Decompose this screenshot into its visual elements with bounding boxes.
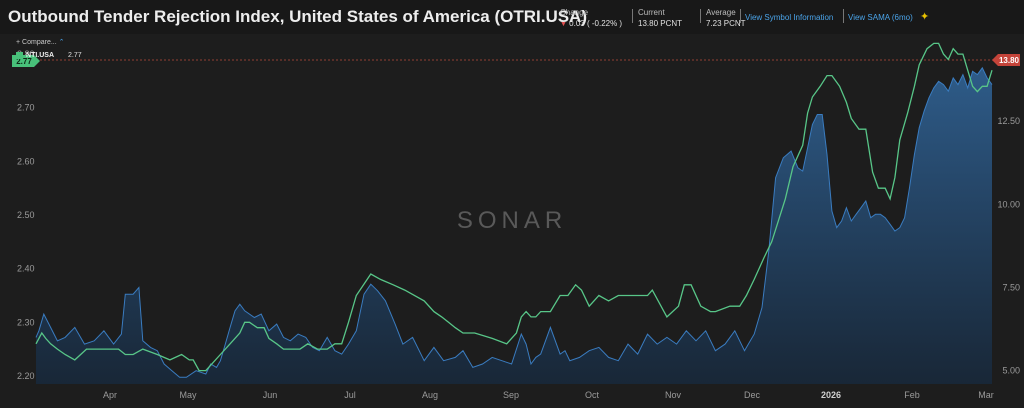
- x-tick-label: Oct: [585, 390, 600, 400]
- left-tick-label: 2.40: [17, 264, 35, 274]
- x-tick-label: May: [179, 390, 197, 400]
- x-tick-label: Apr: [103, 390, 117, 400]
- x-tick-label: Jul: [344, 390, 356, 400]
- x-tick-label: Mar: [978, 390, 994, 400]
- right-value-badge: 13.80: [992, 54, 1020, 66]
- compare-label: Compare...: [22, 39, 57, 46]
- favorite-icon[interactable]: ✦: [920, 11, 930, 23]
- header-divider: [740, 9, 741, 23]
- right-tick-label: 12.50: [997, 116, 1020, 126]
- x-tick-label: Feb: [904, 390, 920, 400]
- view-symbol-information-link[interactable]: View Symbol Information: [745, 13, 834, 22]
- left-tick-label: 2.80: [17, 49, 35, 59]
- left-tick-label: 2.30: [17, 317, 35, 327]
- header-divider: [700, 9, 701, 23]
- average-stat: Average 7.23 PCNT: [706, 7, 746, 29]
- x-tick-label: Jun: [263, 390, 278, 400]
- x-tick-label: 2026: [821, 390, 841, 400]
- otri-area: [36, 67, 992, 385]
- change-value: 0.03 ( -0.22% ): [569, 19, 623, 28]
- current-label: Current: [638, 8, 665, 17]
- sonar-watermark: SONAR: [457, 207, 567, 234]
- x-axis: Apr May Jun Jul Aug Sep Oct Nov Dec 2026 Feb Mar: [103, 390, 994, 400]
- right-tick-label: 10.00: [997, 199, 1020, 209]
- legend-series-name: NTI.USA: [26, 52, 54, 59]
- chart-plot: SONAR 2.80 2.70 2.60 2.50 2.40 2.30 2.20 12.50…: [12, 42, 1020, 400]
- otri-line: [35, 66, 993, 378]
- current-value: 13.80 PCNT: [638, 19, 683, 28]
- left-tick-label: 2.70: [17, 103, 35, 113]
- left-tick-label: 2.50: [17, 210, 35, 220]
- change-stat: Change ▼ 0.03 ( -0.22% ): [560, 7, 622, 30]
- current-stat: Current 13.80 PCNT: [638, 7, 682, 29]
- chart-title: Outbound Tender Rejection Index, United …: [8, 7, 587, 26]
- average-value: 7.23 PCNT: [706, 19, 746, 28]
- change-value-row: ▼ 0.03 ( -0.22% ): [560, 18, 622, 30]
- right-tick-label: 7.50: [1002, 283, 1020, 293]
- series-swatch: [16, 52, 23, 59]
- legend-item-nti[interactable]: NTI.USA 2.77: [16, 52, 82, 59]
- legend-series-value: 2.77: [68, 52, 82, 59]
- x-tick-label: Aug: [422, 390, 438, 400]
- x-tick-label: Dec: [744, 390, 761, 400]
- chart-header: Outbound Tender Rejection Index, United …: [0, 0, 1024, 34]
- average-label: Average: [706, 8, 736, 17]
- x-tick-label: Sep: [503, 390, 519, 400]
- nti-line: [35, 42, 993, 372]
- right-tick-label: 5.00: [1002, 366, 1020, 376]
- chevron-up-icon: ⌃: [58, 39, 65, 46]
- header-divider: [632, 9, 633, 23]
- left-axis: 2.80 2.70 2.60 2.50 2.40 2.30 2.20: [17, 49, 35, 381]
- left-tick-label: 2.20: [17, 371, 35, 381]
- view-sama-link[interactable]: View SAMA (6mo): [848, 13, 913, 22]
- header-divider: [843, 9, 844, 23]
- right-badge-value: 13.80: [999, 56, 1020, 65]
- arrow-down-icon: ▼: [560, 21, 567, 28]
- change-label: Change: [560, 8, 589, 17]
- x-tick-label: Nov: [665, 390, 682, 400]
- plus-icon: +: [16, 39, 21, 46]
- left-tick-label: 2.60: [17, 156, 35, 166]
- compare-button[interactable]: + Compare... ⌃: [16, 38, 65, 46]
- left-badge-value: 2.77: [16, 57, 32, 66]
- right-axis: 12.50 10.00 7.50 5.00: [997, 116, 1020, 376]
